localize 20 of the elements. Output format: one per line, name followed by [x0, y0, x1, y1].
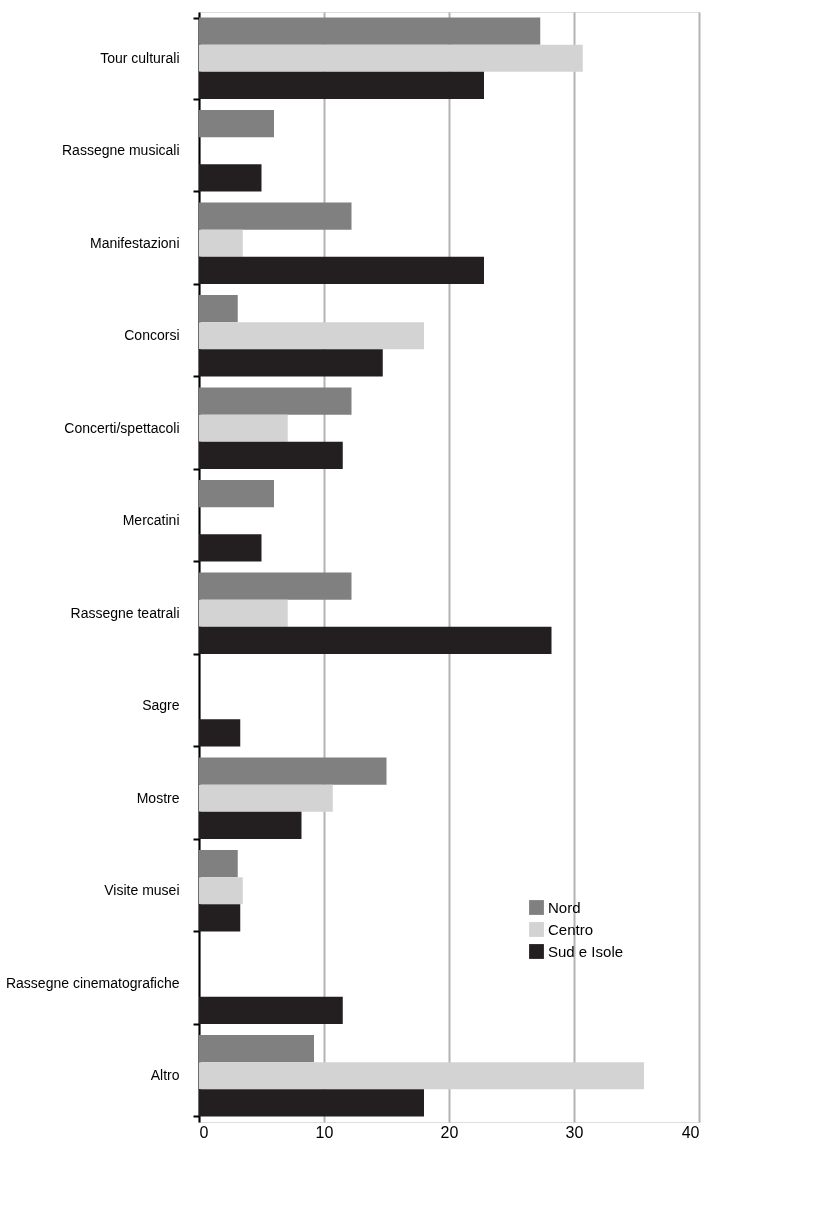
y-tick-label: Mercatini [122, 512, 180, 529]
y-tick-label: Concorsi [124, 327, 180, 344]
y-tick-label: Sagre [142, 697, 180, 714]
legend-label: Centro [548, 920, 594, 938]
x-tick-label: 30 [565, 1123, 584, 1141]
x-tick-label: 40 [681, 1123, 700, 1141]
legend-label: Sud e Isole [548, 942, 624, 960]
y-tick-label: Concerti/spettacoli [64, 419, 180, 436]
y-tick-label: Visite musei [104, 882, 180, 899]
x-tick-label: 0 [199, 1123, 209, 1141]
x-tick-label: 20 [440, 1123, 459, 1141]
y-tick-label: Altro [150, 1067, 180, 1084]
y-tick-label: Mostre [136, 789, 180, 806]
y-tick-label: Rassegne cinematografiche [5, 974, 180, 991]
y-tick-label: Rassegne musicali [62, 142, 180, 159]
y-tick-label: Tour culturali [100, 49, 180, 66]
y-tick-label: Manifestazioni [90, 234, 180, 251]
x-tick-label: 10 [315, 1123, 334, 1141]
legend-label: Nord [548, 898, 581, 916]
y-tick-label: Rassegne teatrali [70, 604, 180, 621]
